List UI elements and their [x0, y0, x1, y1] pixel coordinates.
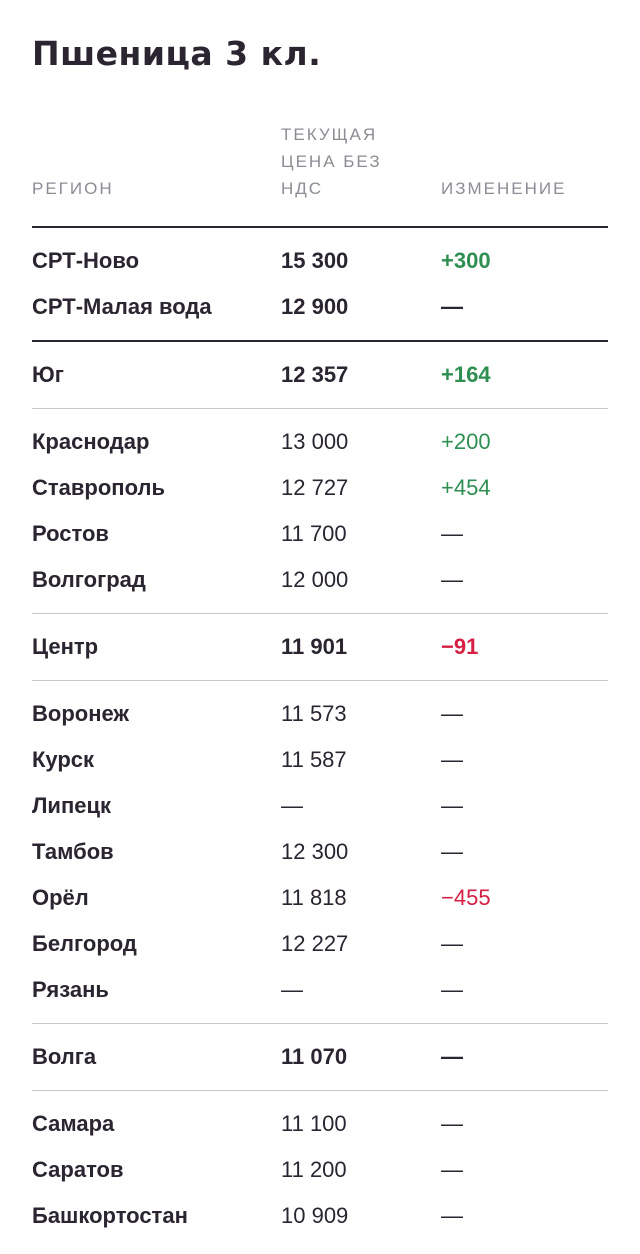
region-name: Ставрополь [32, 475, 165, 500]
column-header-region: РЕГИОН [32, 179, 114, 198]
region-name: Юг [32, 362, 64, 387]
table-row: Орёл 11 818 −455 [32, 875, 608, 921]
column-header-change: ИЗМЕНЕНИЕ [441, 179, 567, 198]
row-group: Волга 11 070 — [32, 1024, 608, 1091]
table-row: Воронеж 11 573 — [32, 691, 608, 737]
price-change: +454 [441, 475, 491, 500]
region-name: Курск [32, 747, 95, 772]
region-name: СРТ-Малая вода [32, 294, 212, 319]
table-row: Рязань — — [32, 967, 608, 1013]
current-price: 12 300 [281, 839, 349, 864]
region-name: Ростов [32, 521, 109, 546]
region-name: Башкортостан [32, 1203, 188, 1228]
price-change: +200 [441, 429, 491, 454]
current-price: — [281, 793, 303, 818]
current-price: 12 900 [281, 294, 349, 319]
current-price: 11 700 [281, 521, 347, 546]
region-name: Центр [32, 634, 99, 659]
current-price: 12 227 [281, 931, 349, 956]
price-change: — [441, 1044, 463, 1069]
row-group: Юг 12 357 +164 [32, 342, 608, 409]
price-change: — [441, 977, 463, 1002]
current-price: 12 357 [281, 362, 349, 387]
table-row: Самара 11 100 — [32, 1101, 608, 1147]
row-group: СРТ-Ново 15 300 +300 СРТ-Малая вода 12 900 — [32, 228, 608, 342]
region-name: Белгород [32, 931, 137, 956]
table-row: Волга 11 070 — [32, 1034, 608, 1080]
current-price: 11 573 [281, 701, 347, 726]
price-change: +164 [441, 362, 491, 387]
region-name: Краснодар [32, 429, 150, 454]
price-change: — [441, 839, 463, 864]
region-name: Липецк [32, 793, 112, 818]
table-row: Юг 12 357 +164 [32, 352, 608, 398]
price-change: — [441, 931, 463, 956]
current-price: — [281, 977, 303, 1002]
price-change: — [441, 701, 463, 726]
table-row: Белгород 12 227 — [32, 921, 608, 967]
region-name: Воронеж [32, 701, 130, 726]
table-row: Башкортостан 10 909 — [32, 1193, 608, 1239]
price-change: — [441, 1111, 463, 1136]
page-title: Пшеница 3 кл. [32, 34, 322, 73]
price-change: — [441, 1203, 463, 1228]
region-name: Орёл [32, 885, 89, 910]
region-name: Самара [32, 1111, 115, 1136]
current-price: 11 200 [281, 1157, 347, 1182]
price-change: — [441, 1157, 463, 1182]
region-name: Тамбов [32, 839, 114, 864]
current-price: 12 727 [281, 475, 349, 500]
price-change: −455 [441, 885, 491, 910]
price-change: — [441, 747, 463, 772]
region-name: Рязань [32, 977, 109, 1002]
table-row: Курск 11 587 — [32, 737, 608, 783]
price-change: +300 [441, 248, 491, 273]
region-name: Волгоград [32, 567, 146, 592]
price-change: −91 [441, 634, 479, 659]
region-name: Волга [32, 1044, 97, 1069]
region-name: СРТ-Ново [32, 248, 140, 273]
current-price: 11 901 [281, 634, 348, 659]
table-row: Тамбов 12 300 — [32, 829, 608, 875]
price-change: — [441, 567, 463, 592]
price-table: РЕГИОН ТЕКУЩАЯ ЦЕНА БЕЗ НДС ИЗМЕНЕНИЕ СР… [32, 118, 608, 1249]
region-name: Саратов [32, 1157, 124, 1182]
table-row: СРТ-Ново 15 300 +300 [32, 238, 608, 284]
table-row: Саратов 11 200 — [32, 1147, 608, 1193]
table-header: РЕГИОН ТЕКУЩАЯ ЦЕНА БЕЗ НДС ИЗМЕНЕНИЕ [32, 118, 608, 228]
current-price: 11 070 [281, 1044, 348, 1069]
row-group: Самара 11 100 — Саратов 11 200 — Башкортостан 1… [32, 1091, 608, 1249]
table-row: Ростов 11 700 — [32, 511, 608, 557]
price-change: — [441, 793, 463, 818]
current-price: 15 300 [281, 248, 349, 273]
table-row: Центр 11 901 −91 [32, 624, 608, 670]
table-row: СРТ-Малая вода 12 900 — [32, 284, 608, 330]
price-change: — [441, 521, 463, 546]
current-price: 11 100 [281, 1111, 347, 1136]
table-row: Краснодар 13 000 +200 [32, 419, 608, 465]
current-price: 13 000 [281, 429, 349, 454]
current-price: 11 818 [281, 885, 347, 910]
row-group: Краснодар 13 000 +200 Ставрополь 12 727 +454 Р… [32, 409, 608, 614]
row-group: Воронеж 11 573— Курск 11 587— Липецк — — Тамбов… [32, 681, 608, 1024]
row-group: Центр 11 901 −91 [32, 614, 608, 681]
table-body: СРТ-Ново 15 300 +300 СРТ-Малая вода 12 900 — Ю… [32, 228, 608, 1249]
current-price: 10 909 [281, 1203, 349, 1228]
current-price: 11 587 [281, 747, 347, 772]
table-row: Волгоград 12 000 — [32, 557, 608, 603]
column-header-price: ТЕКУЩАЯ ЦЕНА БЕЗ НДС [281, 125, 382, 198]
table-row: Ставрополь 12 727 +454 [32, 465, 608, 511]
price-change: — [441, 294, 463, 319]
current-price: 12 000 [281, 567, 349, 592]
table-row: Липецк — — [32, 783, 608, 829]
